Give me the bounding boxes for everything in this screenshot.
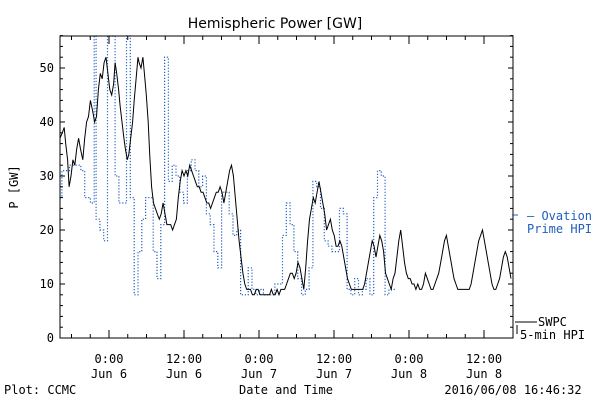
x-tick-time: 0:00 <box>95 352 124 366</box>
y-tick-label: 20 <box>40 223 54 237</box>
x-tick-time: 0:00 <box>245 352 274 366</box>
x-tick-date: Jun 7 <box>241 367 277 381</box>
swpc-series <box>59 57 512 297</box>
x-tick-time: 12:00 <box>466 352 502 366</box>
x-tick-time: 12:00 <box>166 352 202 366</box>
y-tick-label: 50 <box>40 61 54 75</box>
x-tick-date: Jun 8 <box>466 367 502 381</box>
x-tick-time: 0:00 <box>395 352 424 366</box>
y-axis-label: P [GW] <box>7 165 21 208</box>
plot-frame <box>59 35 514 339</box>
x-axis-label: Date and Time <box>239 383 333 397</box>
y-tick-label: 40 <box>40 115 54 129</box>
footer-timestamp: 2016/06/08 16:46:32 <box>444 383 581 397</box>
x-tick-date: Jun 6 <box>91 367 127 381</box>
ovation-series <box>60 35 397 296</box>
legend: SWPC 5-min HPI – Ovation Prime HPI <box>512 209 592 342</box>
x-tick-date: Jun 7 <box>316 367 352 381</box>
y-tick-label: 30 <box>40 169 54 183</box>
x-tick-time: 12:00 <box>316 352 352 366</box>
ovation-line <box>60 35 397 296</box>
chart-title: Hemispheric Power [GW] <box>188 16 363 32</box>
x-tick-date: Jun 8 <box>391 367 427 381</box>
y-tick-label: 0 <box>47 331 54 345</box>
y-tick-label: 10 <box>40 277 54 291</box>
ovation-legend-sublabel: Prime HPI <box>527 222 592 236</box>
ovation-legend-label: – Ovation <box>527 209 592 223</box>
swpc-legend-sublabel: 5-min HPI <box>520 328 585 342</box>
swpc-line <box>59 57 512 297</box>
footer-credit: Plot: CCMC <box>4 383 76 397</box>
x-tick-date: Jun 6 <box>166 367 202 381</box>
swpc-legend-label: SWPC <box>538 315 567 329</box>
